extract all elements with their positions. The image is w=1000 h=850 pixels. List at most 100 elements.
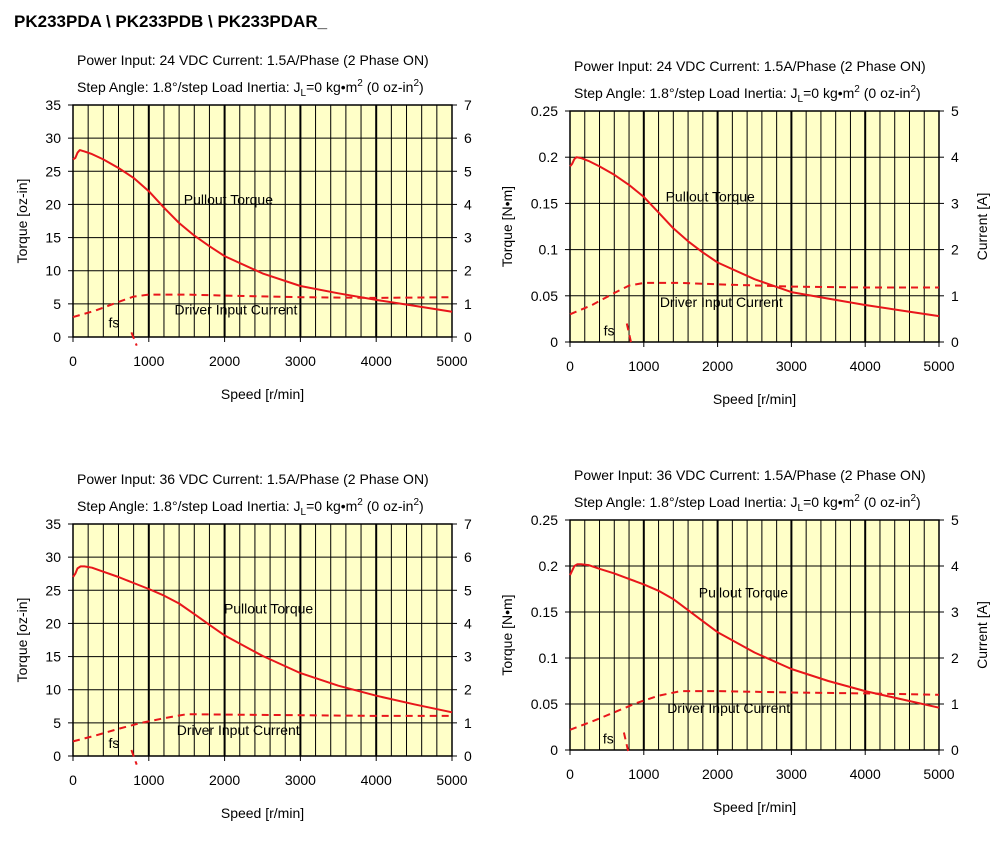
plot-area [73,524,452,756]
chart-info-line-2: Step Angle: 1.8°/step Load Inertia: JL=0… [77,78,424,99]
y2-tick-label: 0 [464,329,472,345]
x-tick-label: 4000 [361,353,392,369]
y2-tick-label: 4 [464,615,472,631]
chart-info-line-2: Step Angle: 1.8°/step Load Inertia: JL=0… [574,493,921,514]
x-tick-label: 3000 [285,772,316,788]
y2-tick-label: 5 [951,103,959,119]
series-line-2 [72,293,453,319]
x-tick-label: 5000 [923,358,954,374]
y2-tick-label: 4 [951,149,959,165]
y-tick-label: 5 [53,296,61,312]
y2-tick-label: 6 [464,130,472,146]
plot-area [570,111,939,342]
y-tick-label: 0 [53,329,61,345]
info-text: (0 oz-in [363,498,414,514]
x-axis-label: Speed [r/min] [221,805,304,821]
y-tick-label: 20 [45,615,61,631]
y2-tick-label: 1 [951,288,959,304]
y-tick-label: 0 [550,334,558,350]
y2-axis-label: Current [A] [974,601,990,669]
info-text: (0 oz-in [363,79,414,95]
y2-tick-label: 6 [464,549,472,565]
annotation-label: Driver Input Current [667,700,790,716]
x-axis-label: Speed [r/min] [221,386,304,402]
y-tick-label: 0.2 [539,149,559,165]
chart-info-line-2: Step Angle: 1.8°/step Load Inertia: JL=0… [574,84,921,105]
x-tick-label: 1000 [628,766,659,782]
series-line-1 [569,156,940,318]
series-line-2 [569,281,939,316]
y-tick-label: 0.25 [531,512,558,528]
y-tick-label: 0.1 [539,242,559,258]
x-tick-label: 0 [69,353,77,369]
x-axis-label: Speed [r/min] [713,799,796,815]
plot-frame [569,110,940,343]
y2-tick-label: 0 [951,334,959,350]
y-tick-label: 20 [45,196,61,212]
series-group [569,563,940,753]
y-tick-label: 25 [45,163,61,179]
series-line-1 [569,563,940,709]
info-supscript: 2 [357,78,363,89]
plot-frame [72,104,453,338]
y2-tick-label: 0 [951,742,959,758]
info-text: ) [419,498,424,514]
y-tick-label: 0 [550,742,558,758]
series-group [72,565,453,765]
info-supscript: 2 [413,497,419,508]
y2-tick-label: 4 [464,196,472,212]
info-supscript: 2 [413,78,419,89]
annotation-label: fs [108,735,119,751]
y-tick-label: 0.15 [531,195,558,211]
annotation-label: fs [108,315,119,331]
y-axis-label: Torque [N•m] [499,594,515,675]
plot-area [73,105,452,337]
x-tick-label: 2000 [702,358,733,374]
series-line-3 [130,332,138,346]
annotation-label: Pullout Torque [224,600,313,616]
chart-2: Power Input: 24 VDC Current: 1.5A/Phase … [499,58,990,407]
chart-info-line-1: Power Input: 36 VDC Current: 1.5A/Phase … [77,471,429,487]
x-tick-label: 1000 [133,772,164,788]
x-tick-label: 5000 [923,766,954,782]
y-tick-label: 0.05 [531,288,558,304]
info-text: (0 oz-in [860,85,911,101]
info-subscript: L [301,88,307,99]
info-text: Step Angle: 1.8°/step Load Inertia: J [77,79,301,95]
y2-tick-label: 5 [464,582,472,598]
x-tick-label: 2000 [209,353,240,369]
info-text: ) [916,494,921,510]
y-axis-label: Torque [oz-in] [14,179,30,264]
x-tick-label: 4000 [850,358,881,374]
y2-tick-label: 2 [464,682,472,698]
x-tick-label: 3000 [776,766,807,782]
series-group [569,156,940,347]
info-text: Step Angle: 1.8°/step Load Inertia: J [574,85,798,101]
x-tick-label: 3000 [285,353,316,369]
y2-tick-label: 1 [464,296,472,312]
y2-tick-label: 7 [464,97,472,113]
x-tick-label: 0 [69,772,77,788]
y2-tick-label: 7 [464,516,472,532]
series-line-2 [72,713,452,743]
y2-tick-label: 2 [464,263,472,279]
chart-info-line-2: Step Angle: 1.8°/step Load Inertia: JL=0… [77,497,424,518]
x-tick-label: 4000 [850,766,881,782]
info-supscript: 2 [910,84,916,95]
y2-tick-label: 3 [951,604,959,620]
y-tick-label: 5 [53,715,61,731]
chart-info-line-1: Power Input: 24 VDC Current: 1.5A/Phase … [574,58,926,74]
annotation-label: fs [604,323,615,339]
x-tick-label: 0 [566,358,574,374]
x-tick-label: 2000 [702,766,733,782]
series-group [72,149,453,346]
y2-tick-label: 5 [951,512,959,528]
x-tick-label: 5000 [436,353,467,369]
plot-frame [569,519,940,751]
y2-axis-label: Current [A] [974,193,990,261]
annotation-label: Pullout Torque [699,584,788,600]
annotation-label: Pullout Torque [666,189,755,205]
info-text: =0 kg•m [803,85,854,101]
info-supscript: 2 [854,493,860,504]
